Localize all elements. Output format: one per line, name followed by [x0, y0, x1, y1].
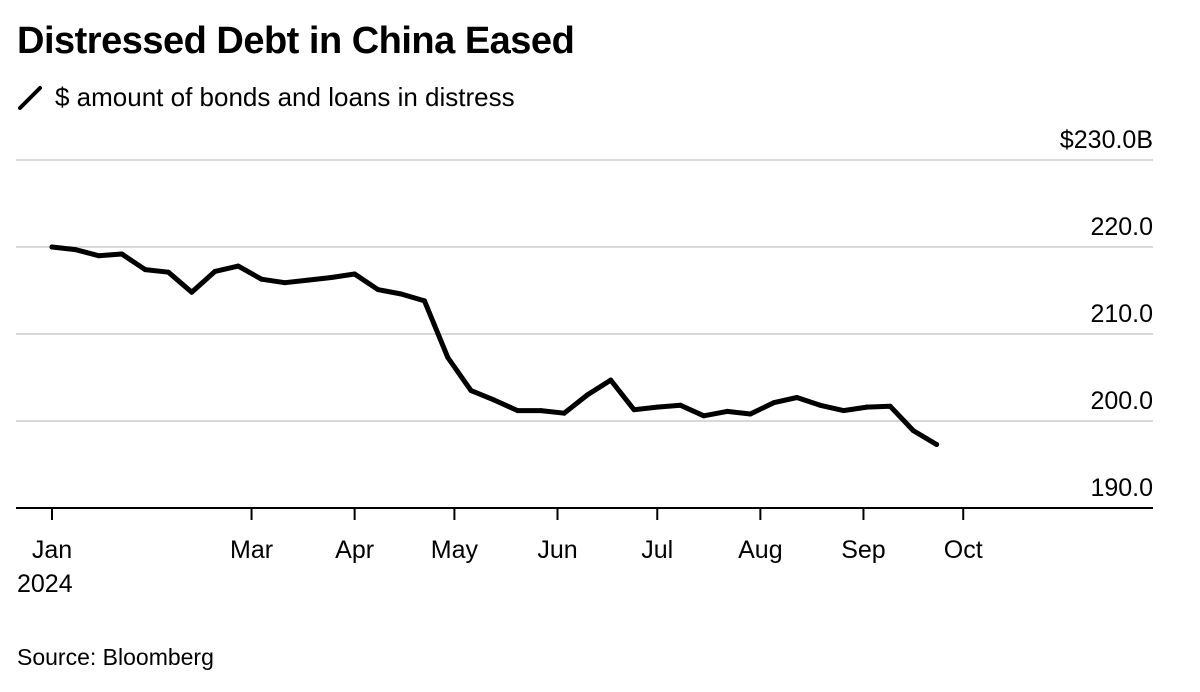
data-point — [887, 403, 893, 409]
data-point — [328, 275, 334, 280]
data-point — [771, 400, 777, 406]
data-point — [235, 263, 241, 269]
y-axis-labels: 190.0 200.0 210.0 220.0 $230.0B — [1060, 126, 1153, 502]
legend-line-icon — [18, 85, 42, 110]
data-point — [584, 392, 590, 398]
data-point — [398, 291, 404, 297]
y-tick-label: $230.0B — [1060, 126, 1153, 154]
data-point — [910, 428, 916, 434]
data-point — [631, 407, 637, 413]
data-point — [49, 244, 55, 250]
y-tick-label: 220.0 — [1090, 213, 1153, 241]
gridlines — [16, 159, 1153, 422]
data-point — [422, 298, 427, 304]
x-tick-label: Apr — [335, 536, 374, 564]
data-point — [212, 268, 218, 274]
x-tick-label: Oct — [944, 536, 983, 564]
x-tick-label: Sep — [841, 536, 885, 564]
data-point — [864, 404, 870, 410]
data-point — [259, 276, 264, 282]
data-point — [468, 388, 474, 394]
data-point — [515, 408, 521, 414]
data-point — [654, 404, 660, 410]
data-point — [934, 442, 940, 447]
data-point — [608, 377, 614, 383]
line-chart: 190.0 200.0 210.0 220.0 $230.0B Jan 2024 Mar Ap… — [16, 126, 1153, 598]
data-point — [491, 397, 497, 403]
legend: $ amount of bonds and loans in distress — [17, 82, 515, 113]
source-note: Source: Bloomberg — [17, 644, 214, 670]
data-point — [282, 280, 288, 286]
series-group — [49, 244, 940, 447]
data-point — [538, 408, 544, 414]
x-tick-label: Jun — [537, 536, 577, 564]
data-point — [841, 408, 846, 414]
data-point — [445, 355, 451, 360]
data-point — [701, 413, 707, 419]
y-tick-label: 190.0 — [1090, 474, 1153, 502]
data-point — [794, 395, 800, 400]
x-tick-label: Mar — [230, 536, 273, 564]
data-point — [165, 269, 171, 275]
data-point — [375, 287, 381, 293]
x-tick-label: May — [431, 536, 479, 564]
data-point — [678, 402, 683, 408]
data-point — [96, 253, 102, 259]
data-point — [72, 247, 78, 253]
x-tick-sublabel: 2024 — [17, 570, 73, 598]
x-tick-label: Aug — [738, 536, 782, 564]
data-point — [119, 251, 125, 257]
y-tick-label: 200.0 — [1090, 387, 1153, 415]
data-point — [142, 267, 148, 273]
chart-title: Distressed Debt in China Eased — [17, 20, 575, 62]
data-point — [305, 277, 311, 283]
data-point — [747, 411, 753, 417]
data-point — [561, 410, 567, 416]
data-point — [817, 402, 823, 408]
series-line — [49, 244, 940, 447]
legend-label: $ amount of bonds and loans in distress — [55, 82, 515, 112]
data-point — [724, 408, 730, 414]
x-tick-label: Jan — [32, 536, 72, 564]
y-tick-label: 210.0 — [1090, 300, 1153, 328]
x-axis: Jan 2024 Mar Apr May Jun Jul Aug Sep Oct — [16, 507, 1153, 598]
x-tick-label: Jul — [641, 536, 673, 564]
data-point — [189, 289, 195, 295]
data-point — [352, 271, 358, 277]
